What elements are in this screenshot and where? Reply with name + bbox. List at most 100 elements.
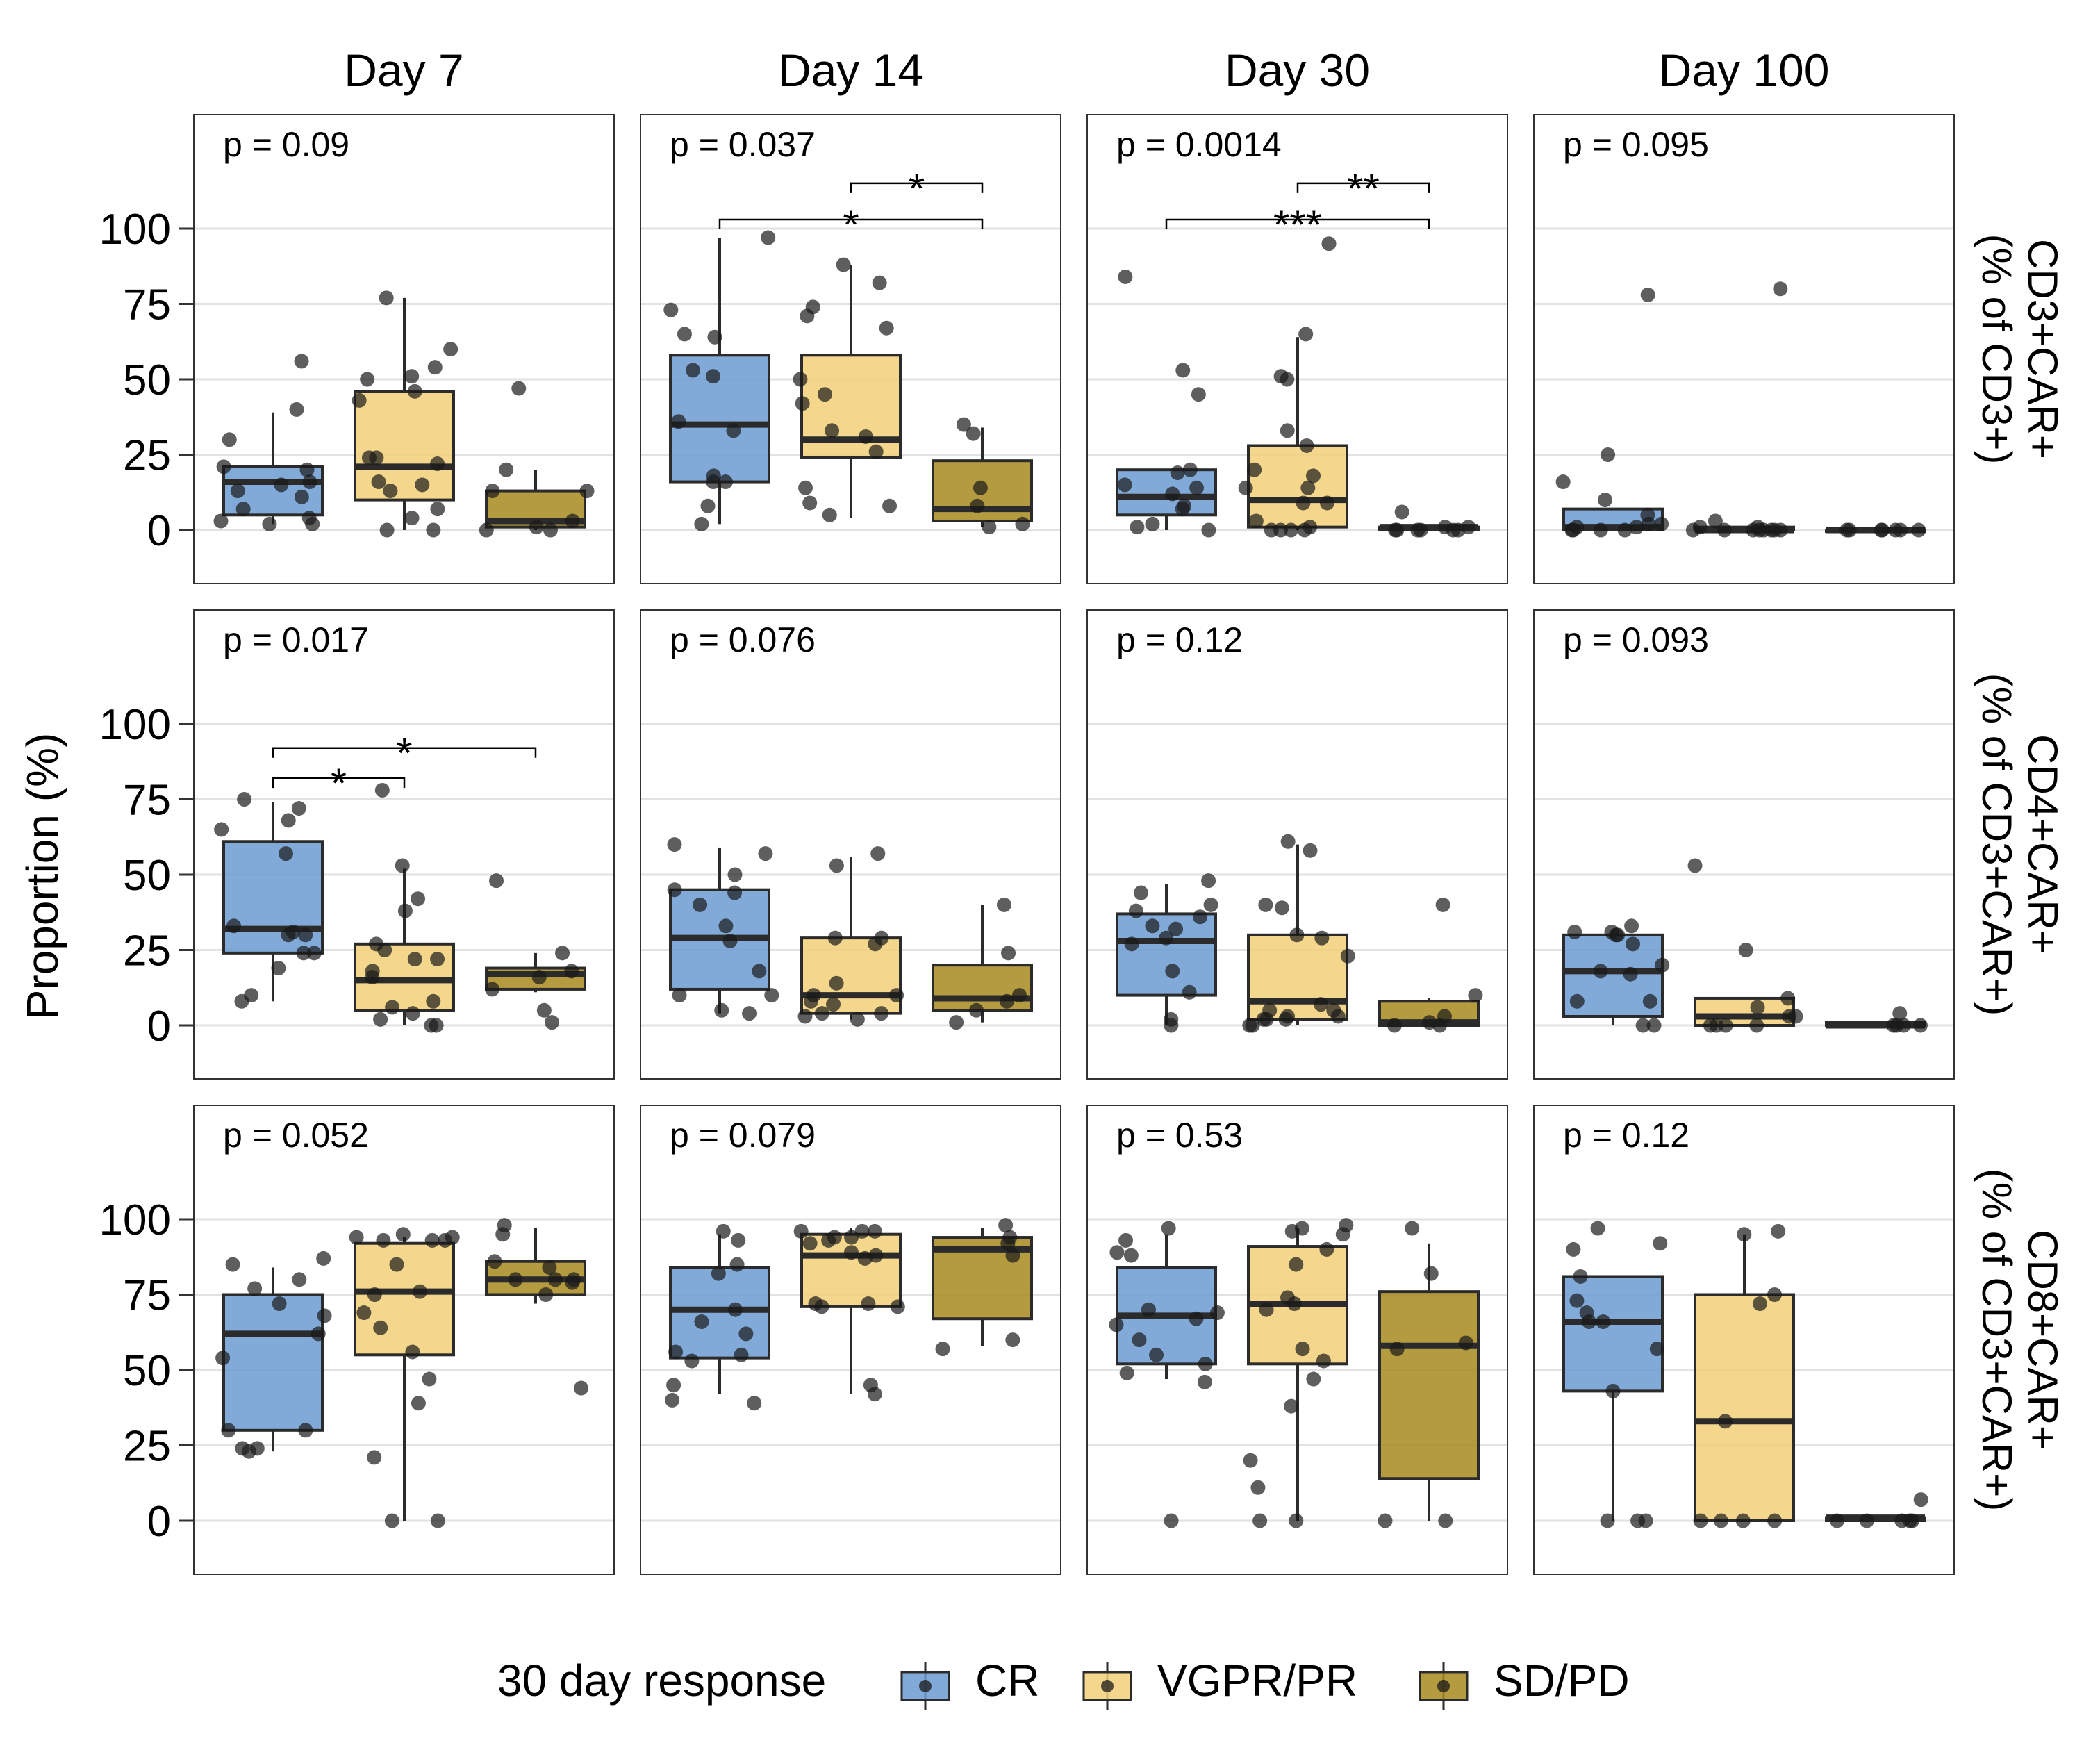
data-point xyxy=(1299,438,1314,453)
data-point xyxy=(234,993,249,1009)
data-point xyxy=(407,952,422,967)
data-point xyxy=(854,1223,870,1239)
data-point xyxy=(1839,522,1855,538)
box-cr xyxy=(1116,269,1217,538)
data-point xyxy=(241,1444,256,1459)
data-point xyxy=(1605,1383,1621,1398)
box-vgprpr xyxy=(1242,834,1355,1033)
y-axis-title: Proportion (%) xyxy=(17,733,67,1020)
column-title: Day 30 xyxy=(1225,44,1370,96)
data-point xyxy=(1259,1302,1274,1317)
data-point xyxy=(294,354,309,369)
box-iqr xyxy=(1116,912,1217,997)
data-point xyxy=(1330,1009,1346,1024)
y-tick-label: 50 xyxy=(123,852,171,900)
data-point xyxy=(226,918,242,934)
legend-title: 30 day response xyxy=(497,1656,826,1706)
data-point xyxy=(1896,1018,1911,1033)
data-point xyxy=(542,1260,557,1275)
data-point xyxy=(726,423,741,438)
data-point xyxy=(858,429,873,444)
data-point xyxy=(1410,522,1425,538)
box-cr xyxy=(667,837,779,1021)
data-point xyxy=(1141,1302,1156,1317)
data-point xyxy=(1273,369,1289,384)
data-point xyxy=(1319,495,1334,511)
data-point xyxy=(1280,423,1295,438)
data-point xyxy=(667,882,682,898)
data-point xyxy=(1378,1513,1393,1528)
data-point xyxy=(1283,522,1298,538)
significance-stars: * xyxy=(843,201,859,248)
data-point xyxy=(438,1232,453,1248)
box-sdpd xyxy=(932,417,1033,535)
data-point xyxy=(579,484,595,499)
data-point xyxy=(412,1284,427,1299)
box-iqr xyxy=(932,964,1033,1012)
data-point xyxy=(1128,903,1143,918)
data-point xyxy=(371,474,386,490)
bracket-line xyxy=(1296,182,1430,193)
data-point xyxy=(1159,930,1174,946)
data-point xyxy=(377,943,392,957)
data-point xyxy=(311,1326,326,1342)
data-point xyxy=(1389,1342,1405,1357)
data-point xyxy=(829,858,844,873)
data-point xyxy=(805,299,820,315)
data-point xyxy=(426,993,441,1009)
data-point xyxy=(1314,930,1330,946)
data-point xyxy=(1306,468,1321,484)
data-point xyxy=(1555,474,1571,490)
data-point xyxy=(1600,1513,1615,1528)
data-point xyxy=(1273,522,1289,538)
data-point xyxy=(235,502,251,517)
data-point xyxy=(727,885,743,900)
data-point xyxy=(225,1257,240,1272)
data-point xyxy=(574,1380,589,1396)
data-point xyxy=(376,1232,391,1248)
data-point xyxy=(1598,493,1613,508)
data-point xyxy=(383,484,398,499)
data-point xyxy=(1752,522,1767,538)
data-point xyxy=(1306,1371,1321,1387)
row-title-group: CD3+CAR+(% of CD3+) xyxy=(1974,234,2066,465)
data-point xyxy=(1566,1241,1581,1257)
p-value-label: p = 0.12 xyxy=(1116,620,1243,659)
data-point xyxy=(1109,1317,1124,1332)
data-point xyxy=(1629,520,1644,535)
data-point xyxy=(497,1218,512,1233)
data-point xyxy=(1201,522,1216,538)
data-point xyxy=(889,988,904,1003)
box-cr xyxy=(214,792,324,1009)
data-point xyxy=(694,1314,709,1330)
data-point xyxy=(716,1223,731,1239)
panel-day100-row1: p = 0.095 xyxy=(1533,114,1955,584)
y-tick-label: 75 xyxy=(123,281,171,329)
box-sdpd xyxy=(1825,1492,1928,1528)
data-point xyxy=(1248,513,1264,529)
data-point xyxy=(272,1296,287,1312)
data-point xyxy=(998,1218,1014,1233)
data-point xyxy=(1886,1018,1901,1033)
data-point xyxy=(1284,1398,1299,1414)
data-point xyxy=(305,516,320,531)
data-point xyxy=(706,369,721,384)
data-point xyxy=(836,257,851,272)
bracket-line xyxy=(272,777,406,789)
data-point xyxy=(1767,1513,1783,1528)
data-point xyxy=(281,813,296,828)
data-point xyxy=(1604,924,1619,939)
box-cr xyxy=(1109,1221,1225,1528)
legend-item-cr: CR xyxy=(900,1656,1039,1710)
data-point xyxy=(727,867,743,882)
data-point xyxy=(1913,1492,1928,1508)
data-point xyxy=(874,1006,889,1021)
data-point xyxy=(882,498,898,513)
p-value-label: p = 0.0014 xyxy=(1116,125,1282,164)
data-point xyxy=(1646,1018,1662,1033)
data-point xyxy=(966,426,981,441)
data-point xyxy=(508,1272,523,1287)
panel-day14-row1: * * p = 0.037 xyxy=(640,114,1061,584)
data-point xyxy=(814,1006,829,1021)
